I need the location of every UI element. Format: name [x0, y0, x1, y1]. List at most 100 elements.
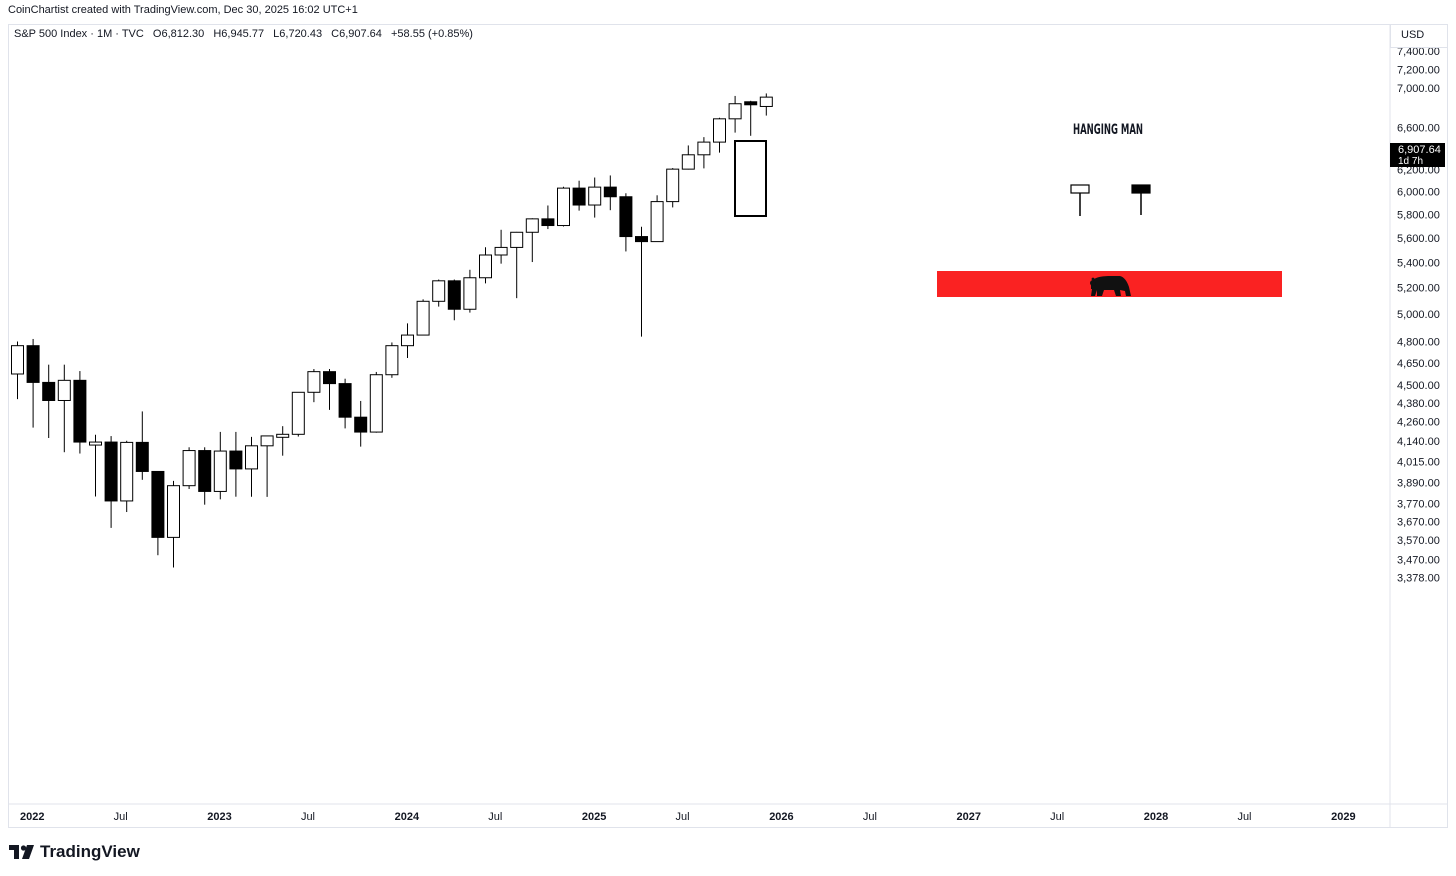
candle-down[interactable] [229, 450, 243, 470]
candle-down[interactable] [744, 101, 758, 106]
candle-up[interactable] [557, 187, 570, 227]
candle-up[interactable] [307, 371, 321, 393]
candle-up[interactable] [385, 345, 399, 376]
price-tick-label: 4,380.00 [1397, 398, 1440, 410]
candle-up[interactable] [713, 118, 726, 143]
candle-up[interactable] [463, 277, 477, 310]
price-tick-label: 6,200.00 [1397, 165, 1440, 177]
price-tick-label: 5,600.00 [1397, 233, 1440, 245]
candle-up[interactable] [213, 450, 227, 492]
candle-up[interactable] [510, 231, 524, 248]
time-tick-label: 2025 [582, 811, 606, 823]
candle-down[interactable] [198, 450, 212, 492]
candle-up[interactable] [167, 485, 180, 538]
candle-up[interactable] [260, 435, 274, 447]
candle-up[interactable] [416, 300, 430, 336]
candle-down[interactable] [354, 416, 368, 433]
candle-down[interactable] [572, 187, 586, 206]
time-tick-label: 2027 [957, 811, 981, 823]
candle-up[interactable] [182, 450, 196, 487]
time-tick-label: 2028 [1144, 811, 1168, 823]
candle-up[interactable] [697, 141, 711, 156]
candle-up[interactable] [401, 334, 414, 347]
time-tick-label: 2022 [20, 811, 44, 823]
hanging-man-bullish-body [1070, 184, 1090, 194]
currency-selector[interactable]: USD [1390, 24, 1448, 48]
time-tick-label: Jul [114, 811, 128, 823]
price-tick-label: 4,500.00 [1397, 380, 1440, 392]
ohlc-high: H6,945.77 [213, 28, 265, 40]
candle-down[interactable] [151, 470, 165, 538]
hanging-man-annotation: HANGING MAN [1070, 122, 1151, 216]
time-tick-label: Jul [1237, 811, 1251, 823]
time-tick-label: Jul [488, 811, 502, 823]
price-tick-label: 7,400.00 [1397, 46, 1440, 58]
candle-up[interactable] [759, 96, 773, 107]
symbol-name[interactable]: S&P 500 Index · 1M · TVC [14, 28, 144, 40]
candle-down[interactable] [104, 441, 118, 502]
candle-down[interactable] [619, 196, 633, 238]
price-tick-label: 4,140.00 [1397, 436, 1440, 448]
price-tick-label: 5,400.00 [1397, 257, 1440, 269]
candle-down[interactable] [338, 383, 352, 418]
candle-down[interactable] [26, 345, 40, 383]
price-tick-label: 7,200.00 [1397, 64, 1440, 76]
candle-up[interactable] [276, 433, 290, 438]
price-tick-label: 3,890.00 [1397, 478, 1440, 490]
candle-down[interactable] [42, 381, 56, 401]
price-tick-label: 7,000.00 [1397, 83, 1440, 95]
candle-down[interactable] [73, 379, 87, 443]
price-tick-label: 5,800.00 [1397, 209, 1440, 221]
ohlc-open: O6,812.30 [152, 28, 205, 40]
candle-up[interactable] [494, 246, 508, 256]
candle-down[interactable] [447, 280, 461, 310]
bear-icon [1090, 276, 1131, 296]
ohlc-low: L6,720.43 [273, 28, 323, 40]
price-tick-label: 6,600.00 [1397, 123, 1440, 135]
tradingview-logo[interactable]: TradingView [9, 842, 140, 862]
candle-down[interactable] [323, 371, 336, 385]
time-tick-label: Jul [676, 811, 690, 823]
candle-up[interactable] [650, 201, 664, 243]
price-axis-ticks: 7,400.007,200.007,000.006,600.006,400.00… [1397, 46, 1440, 584]
time-tick-label: 2026 [769, 811, 793, 823]
chart-frame [8, 24, 1448, 828]
price-tick-label: 3,470.00 [1397, 554, 1440, 566]
tradingview-logo-icon [9, 845, 34, 859]
candle-up[interactable] [681, 154, 695, 170]
time-tick-label: 2024 [395, 811, 420, 823]
price-tick-label: 3,770.00 [1397, 499, 1440, 511]
price-tick-label: 3,570.00 [1397, 535, 1440, 547]
price-tick-label: 5,200.00 [1397, 283, 1440, 295]
price-tick-label: 4,800.00 [1397, 336, 1440, 348]
time-axis-labels: 2022 Jul 2023 Jul 2024 Jul 2025 Jul 2026 Jul 2027 J… [20, 811, 1356, 823]
last-price-value: 6,907.64 [1398, 144, 1441, 156]
candle-up[interactable] [479, 254, 492, 279]
candle-down[interactable] [603, 186, 617, 198]
candle-up[interactable] [11, 345, 24, 375]
candle-down[interactable] [541, 218, 555, 227]
chart-attribution: CoinChartist created with TradingView.co… [8, 4, 358, 16]
candle-up[interactable] [291, 391, 305, 435]
candle-up[interactable] [89, 441, 102, 446]
candle-up[interactable] [120, 441, 134, 502]
candle-up[interactable] [588, 186, 602, 206]
hanging-man-bearish-body [1131, 184, 1151, 194]
price-tick-label: 4,650.00 [1397, 358, 1440, 370]
candle-up[interactable] [245, 445, 258, 470]
candle-up[interactable] [432, 280, 446, 302]
hanging-man-highlight-box [734, 140, 767, 217]
candle-down[interactable] [135, 441, 149, 472]
brand-name: TradingView [40, 842, 140, 861]
candle-up[interactable] [369, 374, 383, 433]
candle-up[interactable] [57, 379, 71, 401]
candle-up[interactable] [728, 103, 742, 120]
candles-layer [11, 93, 773, 568]
candle-up[interactable] [525, 218, 539, 233]
price-tick-label: 3,670.00 [1397, 517, 1440, 529]
candle-up[interactable] [666, 168, 680, 203]
candle-down[interactable] [635, 236, 648, 243]
price-change: +58.55 (+0.85%) [390, 28, 473, 40]
symbol-legend[interactable]: S&P 500 Index · 1M · TVC O6,812.30 H6,94… [14, 28, 479, 40]
